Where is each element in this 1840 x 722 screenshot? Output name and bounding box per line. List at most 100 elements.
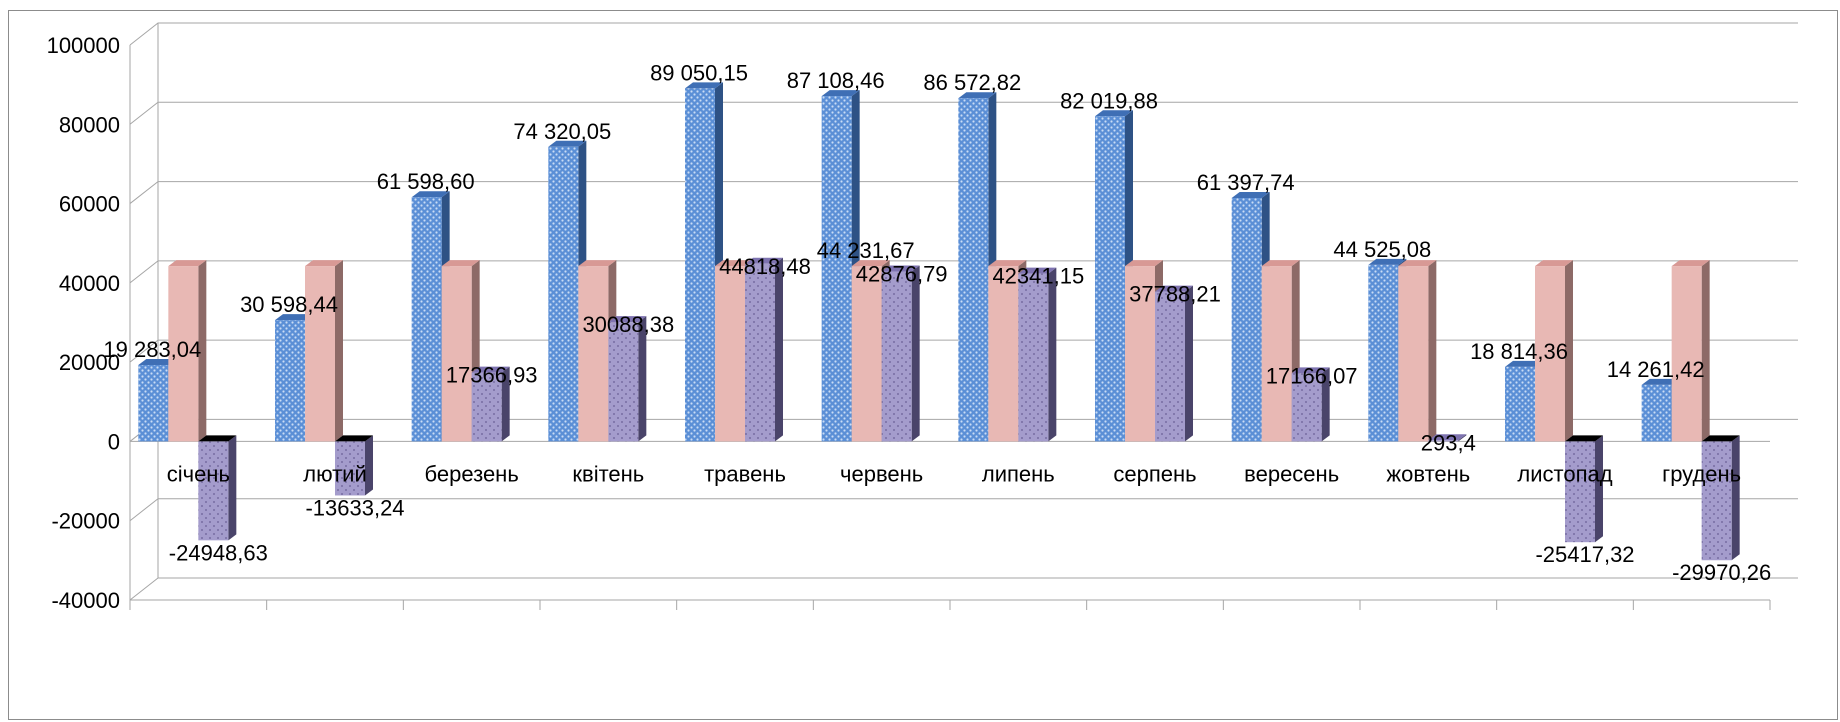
bar-side xyxy=(1595,435,1603,543)
bar-top xyxy=(1155,285,1193,292)
bar-front xyxy=(305,266,335,442)
bar-top xyxy=(988,260,1027,267)
category-label: червень xyxy=(840,461,923,486)
bar-front xyxy=(851,266,882,442)
bar-top xyxy=(305,260,343,267)
bar-side xyxy=(1428,260,1437,442)
bar-side xyxy=(198,260,207,442)
bar-top xyxy=(168,260,207,267)
bar-side xyxy=(638,316,647,442)
axis-layer: 100000 80000 60000 40000 20000 0 -20000 -40000 xyxy=(47,33,1771,613)
bar-front xyxy=(1231,198,1262,442)
bar-top xyxy=(471,366,510,373)
bar-top xyxy=(958,92,997,99)
bar-front xyxy=(1565,441,1595,543)
bar xyxy=(1565,435,1603,543)
data-label: -25417,32 xyxy=(1535,542,1634,567)
bar-top xyxy=(1671,260,1710,267)
bar-front xyxy=(1125,266,1155,442)
category-label: серпень xyxy=(1113,461,1196,486)
bar-top xyxy=(548,140,587,147)
bar-front xyxy=(578,266,609,442)
bar-side xyxy=(365,435,373,496)
data-label: 42876,79 xyxy=(856,261,948,286)
bar xyxy=(1428,434,1467,442)
data-label: 74 320,05 xyxy=(513,119,611,144)
y-tick-label: 0 xyxy=(108,429,120,454)
bar-front xyxy=(1428,440,1459,442)
bar xyxy=(1155,285,1193,442)
bar-front xyxy=(1095,116,1125,442)
bar-front xyxy=(608,322,639,442)
bar xyxy=(198,435,237,541)
bar-side xyxy=(1048,267,1057,442)
bar-top xyxy=(1398,260,1437,267)
bar-front xyxy=(411,197,442,442)
bar-front xyxy=(1671,266,1702,442)
category-label: листопад xyxy=(1517,461,1612,486)
data-label: -13633,24 xyxy=(305,495,404,520)
category-label: січень xyxy=(167,461,230,486)
bar-side xyxy=(1701,260,1710,442)
bar xyxy=(578,260,617,442)
bar-top xyxy=(1095,110,1133,117)
bar-side xyxy=(775,257,783,442)
data-label: 37788,21 xyxy=(1129,282,1221,307)
category-label: березень xyxy=(425,461,519,486)
bars-layer xyxy=(138,82,1740,561)
bar-top xyxy=(1018,267,1057,274)
bar-front xyxy=(441,266,472,442)
data-label: 44 231,67 xyxy=(817,238,915,263)
bar-side xyxy=(228,435,237,541)
category-label: грудень xyxy=(1662,461,1741,486)
bar-front xyxy=(1018,273,1049,442)
bar xyxy=(608,316,647,442)
bar-top xyxy=(411,191,450,198)
bar-top xyxy=(138,358,177,365)
bar-side xyxy=(1731,435,1740,561)
y-tick-label: 60000 xyxy=(59,192,120,217)
category-label: травень xyxy=(704,461,786,486)
bar-front xyxy=(138,364,169,442)
bar-front xyxy=(715,266,745,442)
bar xyxy=(1291,367,1330,442)
y-tick-label: 80000 xyxy=(59,112,120,137)
bar-top xyxy=(715,260,753,267)
data-label: -29970,26 xyxy=(1672,560,1771,585)
labels-layer: 19 283,04 -24948,63 січень 30 598,44 -13633,… xyxy=(103,60,1771,585)
y-tick-label: -40000 xyxy=(51,588,120,613)
y-tick-label: 100000 xyxy=(47,33,120,58)
bar-top xyxy=(1701,435,1740,442)
bar-front xyxy=(548,146,579,442)
bar-top xyxy=(198,435,237,442)
data-label: 44818,48 xyxy=(719,254,811,279)
y-tick-label: -20000 xyxy=(51,509,120,534)
bar xyxy=(471,366,510,442)
bar-top xyxy=(1368,258,1407,265)
bar-top xyxy=(821,90,860,97)
bar-front xyxy=(1641,384,1672,442)
bar xyxy=(1095,110,1133,442)
bar-side xyxy=(911,265,920,442)
data-label: -24948,63 xyxy=(169,540,268,565)
bar-front xyxy=(1505,366,1535,442)
bar-top xyxy=(685,82,723,89)
bar-top xyxy=(1428,434,1467,441)
bar-front xyxy=(1261,266,1292,442)
bar-front xyxy=(1398,266,1429,442)
bar-front xyxy=(1291,373,1322,442)
y-tick-label: 40000 xyxy=(59,271,120,296)
bar-top xyxy=(441,260,480,267)
data-label: 293,4 xyxy=(1421,430,1476,455)
bar-top xyxy=(1535,260,1573,267)
data-label: 42341,15 xyxy=(992,264,1084,289)
bar-front xyxy=(335,441,365,496)
category-label: жовтень xyxy=(1386,461,1470,486)
data-label: 17166,07 xyxy=(1266,363,1358,388)
data-label: 19 283,04 xyxy=(103,337,201,362)
bar-side xyxy=(1565,260,1573,442)
bar-top xyxy=(851,260,890,267)
bar xyxy=(1671,260,1710,442)
data-label: 44 525,08 xyxy=(1333,237,1431,262)
